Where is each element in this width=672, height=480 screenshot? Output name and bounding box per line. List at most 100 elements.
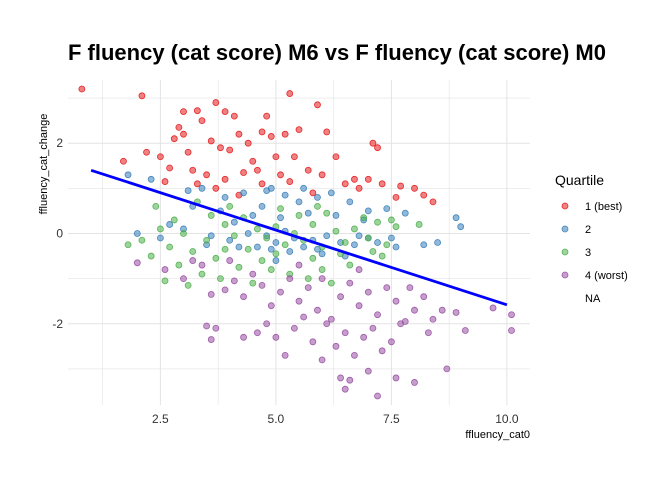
data-point-1-best <box>230 112 238 120</box>
data-point-3 <box>332 227 340 235</box>
y-tick-label: 2 <box>56 136 63 150</box>
data-point-2 <box>318 250 326 258</box>
data-point-4-worst <box>374 311 381 319</box>
data-point-1-best <box>411 184 418 192</box>
data-point-2 <box>235 243 243 251</box>
data-point-1-best <box>277 171 284 179</box>
data-point-2 <box>124 171 132 179</box>
data-point-4-worst <box>295 261 303 269</box>
data-point-3 <box>374 218 381 226</box>
data-point-3 <box>263 234 271 242</box>
data-point-1-best <box>244 139 252 147</box>
data-point-3 <box>364 234 372 242</box>
data-point-2 <box>226 236 234 244</box>
data-point-1-best <box>221 108 229 115</box>
data-point-4-worst <box>304 284 312 292</box>
data-point-3 <box>341 239 349 246</box>
data-point-3 <box>351 225 358 233</box>
data-point-4-worst <box>309 338 317 346</box>
legend-key-3 <box>561 248 569 256</box>
data-point-4-worst <box>286 275 294 283</box>
data-point-3 <box>258 257 266 264</box>
data-point-1-best <box>170 135 178 143</box>
legend-label-1-best: 1 (best) <box>585 201 622 213</box>
data-point-1-best <box>240 169 247 176</box>
data-point-3 <box>198 270 206 278</box>
data-point-1-best <box>226 146 234 154</box>
data-point-3 <box>212 254 220 262</box>
data-point-4-worst <box>327 315 335 323</box>
data-point-1-best <box>193 180 201 188</box>
data-point-3 <box>152 202 160 210</box>
data-point-4-worst <box>249 270 257 278</box>
data-point-4-worst <box>351 351 358 359</box>
data-point-3 <box>309 254 317 262</box>
y-tick-label: -2 <box>52 317 63 331</box>
data-point-4-worst <box>323 320 331 328</box>
x-tick-label: 10.0 <box>495 412 519 426</box>
data-point-2 <box>332 212 340 219</box>
y-tick-label: 0 <box>56 226 63 240</box>
data-point-3 <box>272 250 280 258</box>
data-point-2 <box>272 239 280 246</box>
data-point-2 <box>272 257 280 264</box>
legend-key-2 <box>561 225 569 233</box>
data-point-4-worst <box>387 338 395 346</box>
data-point-4-worst <box>263 320 271 328</box>
data-point-1-best <box>341 180 349 188</box>
data-point-1-best <box>397 182 405 190</box>
x-tick-label: 5.0 <box>268 412 285 426</box>
data-point-4-worst <box>341 385 349 393</box>
data-point-1-best <box>184 148 192 156</box>
data-point-1-best <box>203 171 211 179</box>
data-point-1-best <box>272 153 280 161</box>
data-point-2 <box>401 209 409 217</box>
data-point-1-best <box>295 126 303 134</box>
data-point-1-best <box>304 166 312 174</box>
data-point-4-worst <box>355 266 363 273</box>
data-point-2 <box>457 223 465 231</box>
data-point-3 <box>267 266 275 273</box>
data-point-4-worst <box>337 374 344 382</box>
data-point-4-worst <box>424 329 432 337</box>
data-point-4-worst <box>508 327 515 334</box>
legend-label-4-worst: 4 (worst) <box>585 270 628 282</box>
data-point-3 <box>221 221 229 228</box>
data-point-1-best <box>207 137 215 145</box>
data-point-2 <box>281 191 289 199</box>
data-point-1-best <box>420 191 428 199</box>
data-point-2 <box>263 187 271 194</box>
data-point-4-worst <box>383 284 391 292</box>
trend-line <box>90 168 508 307</box>
data-point-3 <box>323 209 331 217</box>
x-axis-ticks: 2.5 5.0 7.5 10.0 <box>152 412 519 426</box>
data-point-4-worst <box>406 284 414 292</box>
data-point-4-worst <box>198 261 206 269</box>
data-point-1-best <box>212 184 220 192</box>
data-point-2 <box>198 184 206 192</box>
data-point-3 <box>166 243 174 251</box>
data-point-3 <box>369 248 377 255</box>
data-point-4-worst <box>272 333 280 341</box>
data-point-1-best <box>286 90 294 97</box>
data-point-2 <box>230 218 238 226</box>
data-point-3 <box>235 263 243 271</box>
data-point-2 <box>434 239 442 246</box>
data-point-1-best <box>351 175 358 183</box>
data-point-4-worst <box>438 306 446 314</box>
data-point-4-worst <box>346 376 354 384</box>
data-point-3 <box>314 202 321 210</box>
data-point-1-best <box>263 112 271 120</box>
data-point-1-best <box>212 99 220 106</box>
data-point-4-worst <box>254 329 261 337</box>
data-point-2 <box>364 207 372 215</box>
data-point-3 <box>378 252 386 260</box>
data-point-3 <box>175 261 183 269</box>
data-point-1-best <box>221 175 229 183</box>
legend-label-3: 3 <box>585 247 591 259</box>
data-point-4-worst <box>230 277 238 285</box>
data-point-4-worst <box>443 365 451 373</box>
data-point-4-worst <box>360 333 368 341</box>
data-point-1-best <box>258 128 266 136</box>
